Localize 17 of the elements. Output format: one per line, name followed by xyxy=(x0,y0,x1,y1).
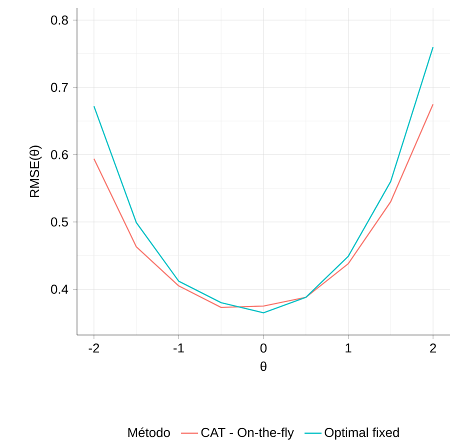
x-tick-label: -2 xyxy=(88,344,100,353)
y-tick-label: 0.5 xyxy=(50,217,68,227)
y-tick-label: 0.6 xyxy=(50,150,68,160)
x-axis-title: θ xyxy=(260,362,266,372)
x-tick-label: -1 xyxy=(174,344,184,352)
legend-title: Método xyxy=(128,427,170,438)
legend-label: Optimal fixed xyxy=(324,428,399,440)
x-tick-label: 0 xyxy=(260,344,267,353)
y-tick-label: 0.7 xyxy=(50,82,68,92)
x-tick-label: 2 xyxy=(430,344,436,353)
y-tick-label: 0.8 xyxy=(50,16,68,25)
y-axis-title: RMSE(θ) xyxy=(30,146,42,198)
line-series xyxy=(93,46,434,314)
x-tick-label: 1 xyxy=(346,344,352,352)
legend-label: CAT - On-the-fly xyxy=(201,428,294,440)
y-tick-label: 0.4 xyxy=(50,284,68,294)
line-series xyxy=(93,104,434,308)
